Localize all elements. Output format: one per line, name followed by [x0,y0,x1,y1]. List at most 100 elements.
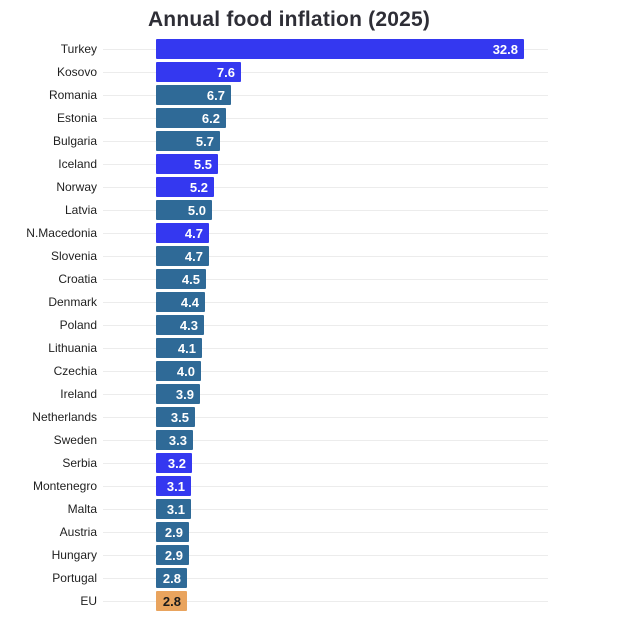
category-label: Poland [59,318,97,332]
chart-row: Turkey 32.8 [0,38,620,61]
chart-row: Bulgaria 5.7 [0,130,620,153]
bar: 4.7 [156,246,209,266]
value-label: 4.3 [179,317,198,333]
value-label: 32.8 [492,41,518,57]
value-label: 4.5 [181,271,200,287]
category-label: Turkey [60,42,97,56]
bar: 5.7 [156,131,220,151]
bar: 3.1 [156,499,191,519]
category-label: Denmark [48,295,97,309]
value-label: 3.9 [175,386,194,402]
chart-row: Iceland 5.5 [0,153,620,176]
category-label: Norway [56,180,97,194]
value-label: 5.7 [195,133,214,149]
bar: 3.3 [156,430,193,450]
bar: 5.5 [156,154,218,174]
category-label: Slovenia [50,249,97,263]
bar: 32.8 [156,39,524,59]
category-label: Malta [67,502,97,516]
value-label: 2.8 [162,570,181,586]
row-gridline [103,210,548,211]
row-gridline [103,141,548,142]
bar: 5.0 [156,200,212,220]
value-label: 4.4 [180,294,199,310]
row-gridline [103,72,548,73]
bar: 4.3 [156,315,204,335]
row-gridline [103,95,548,96]
chart-row: Romania 6.7 [0,84,620,107]
value-label: 2.9 [164,547,183,563]
row-gridline [103,532,548,533]
row-gridline [103,417,548,418]
value-label: 3.5 [170,409,189,425]
value-label: 4.0 [176,363,195,379]
value-label: 4.7 [184,225,203,241]
category-label: N.Macedonia [26,226,97,240]
chart-row: Poland 4.3 [0,314,620,337]
category-label: Estonia [56,111,97,125]
category-label: Serbia [62,456,97,470]
category-label: Hungary [51,548,97,562]
value-label: 3.3 [168,432,187,448]
bar: 5.2 [156,177,214,197]
row-gridline [103,601,548,602]
row-gridline [103,440,548,441]
bar: 3.5 [156,407,195,427]
value-label: 5.2 [189,179,208,195]
row-gridline [103,509,548,510]
chart-row: N.Macedonia 4.7 [0,222,620,245]
bar: 3.9 [156,384,200,404]
category-label: Montenegro [32,479,97,493]
bar: 2.9 [156,522,189,542]
category-label: EU [80,594,97,608]
category-label: Kosovo [56,65,97,79]
chart-row: Lithuania 4.1 [0,337,620,360]
bar: 6.7 [156,85,231,105]
value-label: 6.7 [206,87,225,103]
chart-row: Netherlands 3.5 [0,406,620,429]
row-gridline [103,325,548,326]
category-label: Netherlands [32,410,97,424]
row-gridline [103,394,548,395]
category-label: Bulgaria [52,134,97,148]
row-gridline [103,578,548,579]
chart-row: Norway 5.2 [0,176,620,199]
value-label: 3.1 [166,501,185,517]
bar: 7.6 [156,62,241,82]
chart-row: EU 2.8 [0,590,620,613]
row-gridline [103,187,548,188]
bar: 2.8 [156,568,187,588]
chart-row: Serbia 3.2 [0,452,620,475]
chart-row: Croatia 4.5 [0,268,620,291]
chart-row: Slovenia 4.7 [0,245,620,268]
chart-row: Austria 2.9 [0,521,620,544]
chart-row: Latvia 5.0 [0,199,620,222]
category-label: Ireland [60,387,97,401]
value-label: 4.7 [184,248,203,264]
bar: 4.4 [156,292,205,312]
bar: 4.5 [156,269,206,289]
chart-row: Ireland 3.9 [0,383,620,406]
bar: 3.2 [156,453,192,473]
category-label: Czechia [53,364,97,378]
category-label: Sweden [53,433,97,447]
value-label: 2.8 [162,593,181,609]
chart-row: Czechia 4.0 [0,360,620,383]
chart-row: Denmark 4.4 [0,291,620,314]
category-label: Portugal [52,571,97,585]
value-label: 3.2 [167,455,186,471]
bar: 4.1 [156,338,202,358]
row-gridline [103,302,548,303]
bar: 3.1 [156,476,191,496]
row-gridline [103,279,548,280]
bar: 4.7 [156,223,209,243]
value-label: 3.1 [166,478,185,494]
row-gridline [103,463,548,464]
chart-row: Portugal 2.8 [0,567,620,590]
row-gridline [103,118,548,119]
category-label: Latvia [64,203,97,217]
value-label: 2.9 [164,524,183,540]
value-label: 5.0 [187,202,206,218]
plot-area: Turkey 32.8 Kosovo 7.6 Romania 6.7 Estonia 6.2 B… [0,38,620,613]
